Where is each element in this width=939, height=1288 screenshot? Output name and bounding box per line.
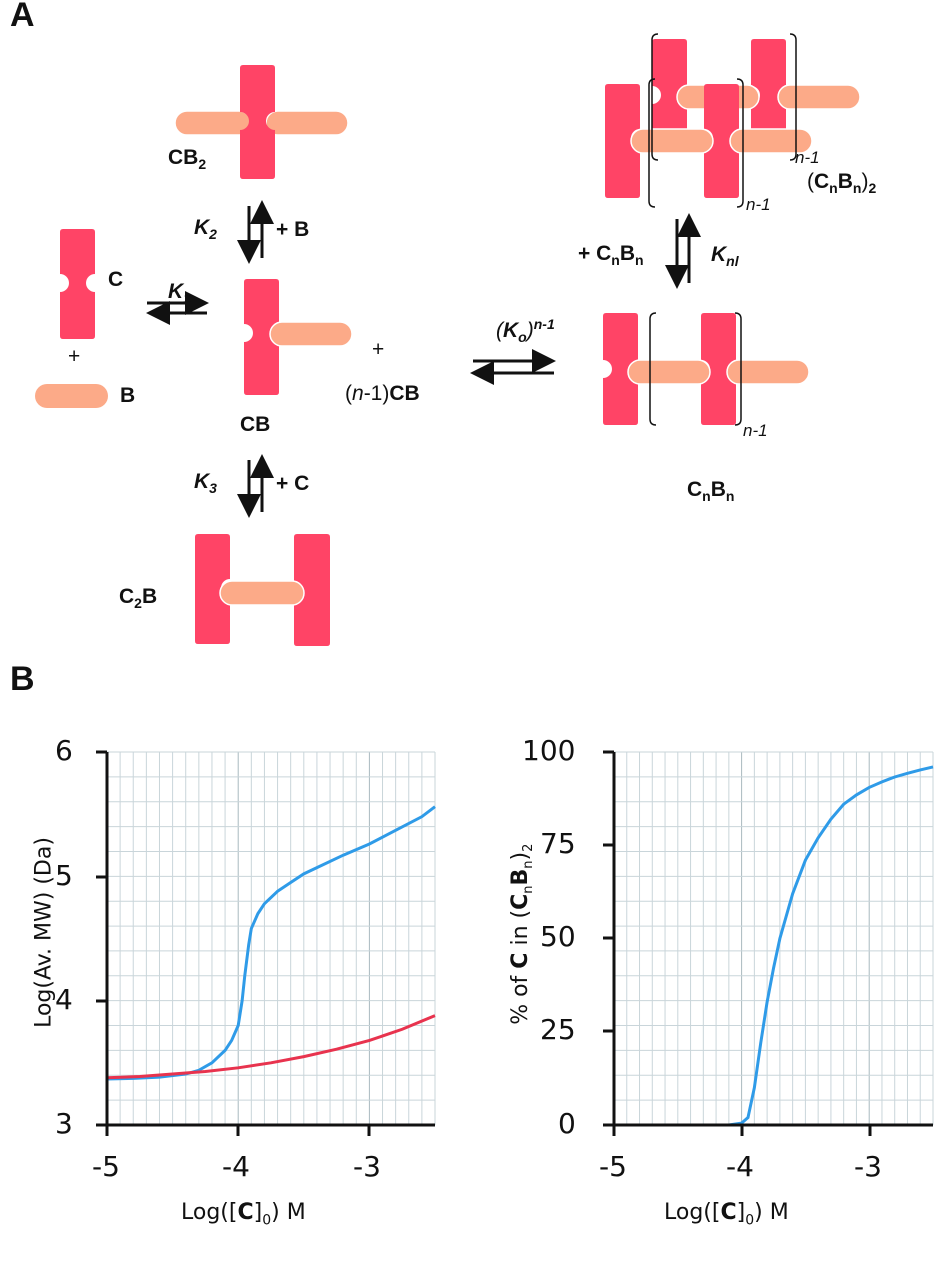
ko-label: (Ko)n-1 — [496, 316, 555, 346]
n-minus-1-cb-label: (n-1)CB — [345, 382, 420, 405]
cb-molecule — [244, 279, 353, 395]
c-molecule — [60, 229, 95, 339]
x-tick: -4 — [222, 1150, 250, 1183]
bracket-subscript: n-1 — [743, 421, 768, 440]
k1-label: K1 — [168, 280, 191, 307]
c2b-molecule — [195, 534, 330, 646]
cb2-molecule — [174, 65, 349, 179]
y-tick: 50 — [540, 920, 576, 953]
panel-b-label: B — [10, 660, 35, 698]
cnbn-molecule — [603, 312, 810, 426]
x-tick: -4 — [726, 1150, 754, 1183]
y-tick: 100 — [522, 734, 576, 767]
plus-cnbn-label: + CnBn — [578, 242, 644, 269]
knl-label: Knl — [711, 243, 739, 270]
y-tick: 3 — [55, 1107, 73, 1140]
k2-label: K2 — [194, 216, 217, 243]
y-tick: 5 — [55, 859, 73, 892]
cb2-label: CB2 — [168, 146, 207, 173]
reaction-scheme-diagram — [35, 33, 861, 646]
plus-c-label: + C — [276, 472, 310, 495]
x-tick: -5 — [599, 1150, 627, 1183]
x-axis-title: Log([C]0) M — [181, 1200, 306, 1229]
plus-b-label: + B — [276, 218, 310, 241]
y-tick: 4 — [55, 983, 73, 1016]
x-tick: -3 — [353, 1150, 381, 1183]
cb-label: CB — [240, 413, 271, 436]
y-tick: 75 — [540, 827, 576, 860]
k3-label: K3 — [194, 470, 217, 497]
plus-sign: + — [68, 345, 81, 368]
cnbn-dimer-molecule — [605, 33, 861, 208]
x-tick: -5 — [92, 1150, 120, 1183]
y-axis-title: % of C in (CnBn)2 — [507, 843, 537, 1025]
b-molecule — [35, 384, 108, 408]
y-tick: 6 — [55, 734, 73, 767]
c-label: C — [108, 268, 124, 291]
equilibrium-arrows — [146, 200, 701, 518]
cnbn-dimer-label: (CnBn)2 — [807, 170, 877, 197]
y-tick: 25 — [540, 1013, 576, 1046]
bracket-subscript: n-1 — [746, 195, 771, 214]
x-axis-title: Log([C]0) M — [664, 1200, 789, 1229]
bracket-subscript: n-1 — [795, 148, 820, 167]
y-axis-title: Log(Av. MW) (Da) — [31, 837, 57, 1028]
x-tick: -3 — [854, 1150, 882, 1183]
plus-sign-2: + — [372, 338, 385, 361]
b-label: B — [120, 384, 136, 407]
panel-a-label: A — [10, 0, 35, 34]
c2b-label: C2B — [119, 585, 158, 612]
y-tick: 0 — [558, 1107, 576, 1140]
cnbn-label: CnBn — [687, 478, 735, 505]
